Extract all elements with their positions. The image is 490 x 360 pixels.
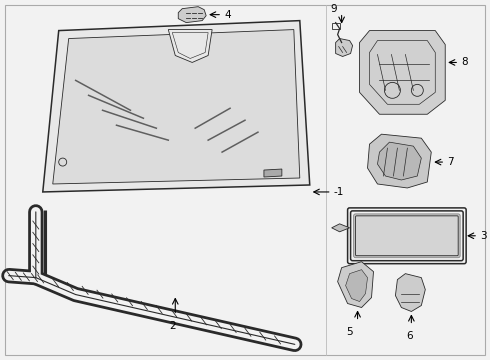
Polygon shape <box>338 262 373 307</box>
Polygon shape <box>336 39 353 57</box>
Polygon shape <box>360 31 445 114</box>
FancyBboxPatch shape <box>356 216 458 256</box>
Text: -1: -1 <box>334 187 344 197</box>
Polygon shape <box>53 30 300 184</box>
Text: 2: 2 <box>169 321 175 332</box>
Polygon shape <box>168 30 212 62</box>
Polygon shape <box>264 169 282 177</box>
Polygon shape <box>178 7 206 23</box>
Polygon shape <box>43 21 310 192</box>
Text: 9: 9 <box>330 4 337 14</box>
Text: 5: 5 <box>346 328 353 337</box>
Text: 7: 7 <box>447 157 454 167</box>
Text: 6: 6 <box>406 332 413 341</box>
Polygon shape <box>345 270 368 302</box>
Text: 8: 8 <box>461 58 468 67</box>
Polygon shape <box>395 274 425 311</box>
Polygon shape <box>332 224 349 232</box>
Polygon shape <box>368 134 431 188</box>
FancyBboxPatch shape <box>354 214 460 258</box>
Text: 4: 4 <box>224 10 231 20</box>
Polygon shape <box>377 142 421 180</box>
Text: 3: 3 <box>480 231 487 241</box>
